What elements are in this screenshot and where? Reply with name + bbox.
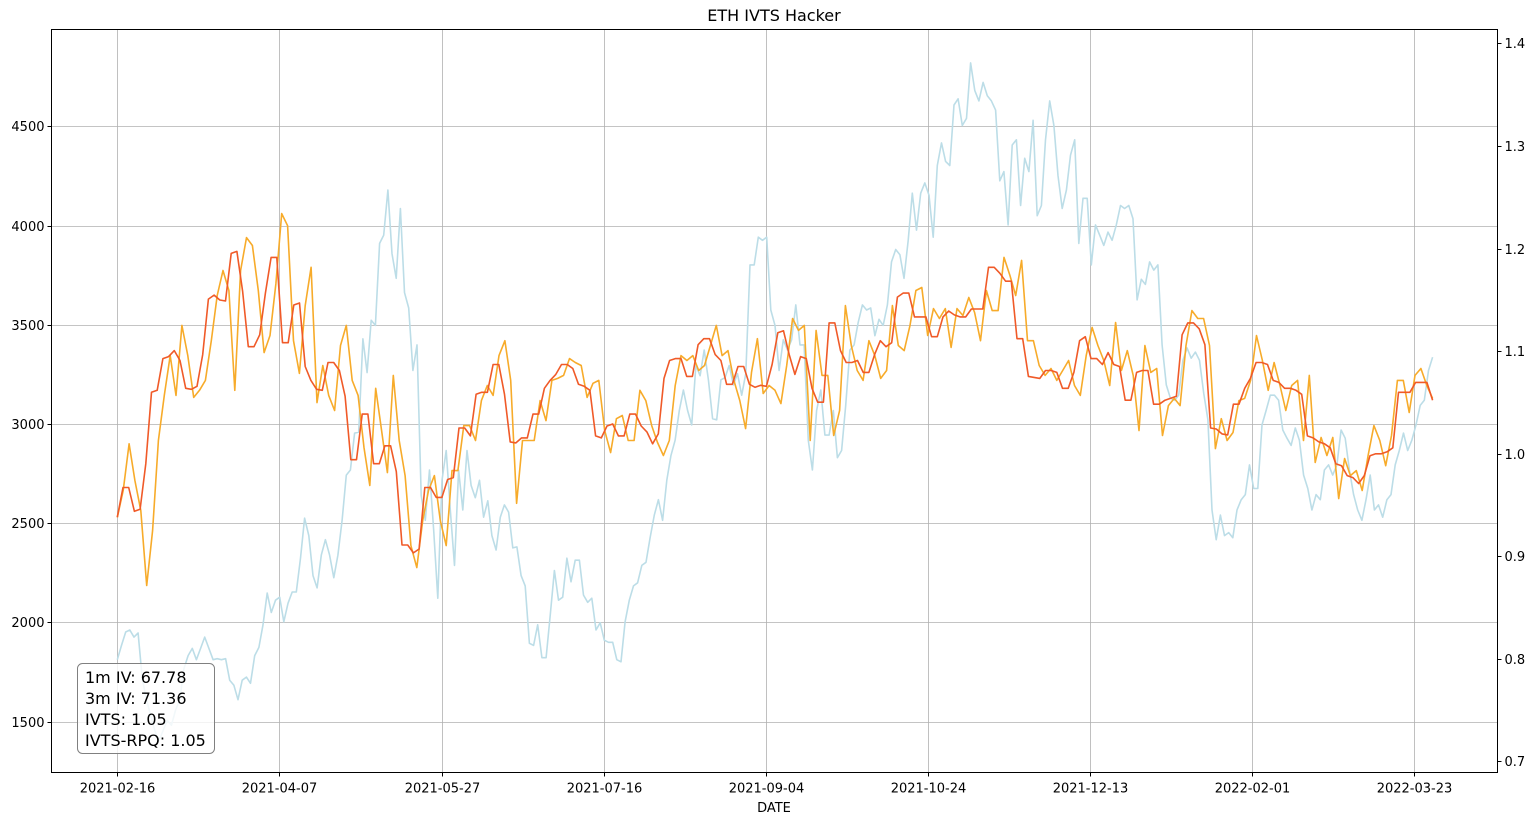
iv-3m-text: 3m IV: 71.36	[85, 689, 187, 708]
x-tick-label: 2021-10-24	[891, 782, 967, 797]
y-tick-label: 3000	[11, 418, 44, 433]
y-axis-left: 1500 2000 2500 3000 3500 4000 4500	[11, 120, 52, 731]
y2-tick-label: 1.2	[1505, 243, 1526, 258]
info-box-frame	[77, 663, 215, 754]
y2-tick-label: 1.1	[1505, 345, 1526, 360]
y2-tick-label: 1.4	[1505, 37, 1526, 52]
x-tick-label: 2021-05-27	[405, 782, 481, 797]
grid	[51, 29, 1498, 773]
y-tick-label: 4500	[11, 120, 44, 135]
x-tick-label: 2021-07-16	[567, 782, 643, 797]
y-tick-label: 1500	[11, 716, 44, 731]
x-tick-label: 2021-09-04	[729, 782, 805, 797]
x-tick-label: 2022-02-01	[1215, 782, 1291, 797]
x-axis: 2021-02-16 2021-04-07 2021-05-27 2021-07-16…	[80, 772, 1453, 797]
ivts-text: IVTS: 1.05	[85, 710, 167, 729]
x-tick-label: 2021-04-07	[242, 782, 318, 797]
eth-price-line	[116, 212, 1434, 587]
y-tick-label: 3500	[11, 319, 44, 334]
iv-1m-text: 1m IV: 67.78	[85, 668, 187, 687]
y-tick-label: 2500	[11, 517, 44, 532]
y2-tick-label: 1.0	[1505, 448, 1526, 463]
chart-title: ETH IVTS Hacker	[707, 6, 841, 25]
ivts-line	[116, 62, 1434, 742]
x-axis-label: DATE	[757, 801, 791, 813]
x-tick-label: 2021-12-13	[1053, 782, 1129, 797]
ivts-rpq-text: IVTS-RPQ: 1.05	[85, 731, 206, 750]
y2-tick-label: 1.3	[1505, 140, 1526, 155]
info-box: 1m IV: 67.78 3m IV: 71.36 IVTS: 1.05 IVT…	[77, 663, 215, 754]
eth-price-smoothed-line	[116, 250, 1434, 554]
y-axis-right: 0.7 0.8 0.9 1.0 1.1 1.2 1.3 1.4	[1497, 37, 1526, 770]
y-tick-label: 4000	[11, 220, 44, 235]
plot-frame	[51, 29, 1498, 773]
y2-tick-label: 0.8	[1505, 653, 1526, 668]
x-tick-label: 2022-03-23	[1377, 782, 1453, 797]
y2-tick-label: 0.9	[1505, 550, 1526, 565]
series-lines	[116, 62, 1434, 742]
x-tick-label: 2021-02-16	[80, 782, 156, 797]
y2-tick-label: 0.7	[1505, 755, 1526, 770]
y-tick-label: 2000	[11, 616, 44, 631]
